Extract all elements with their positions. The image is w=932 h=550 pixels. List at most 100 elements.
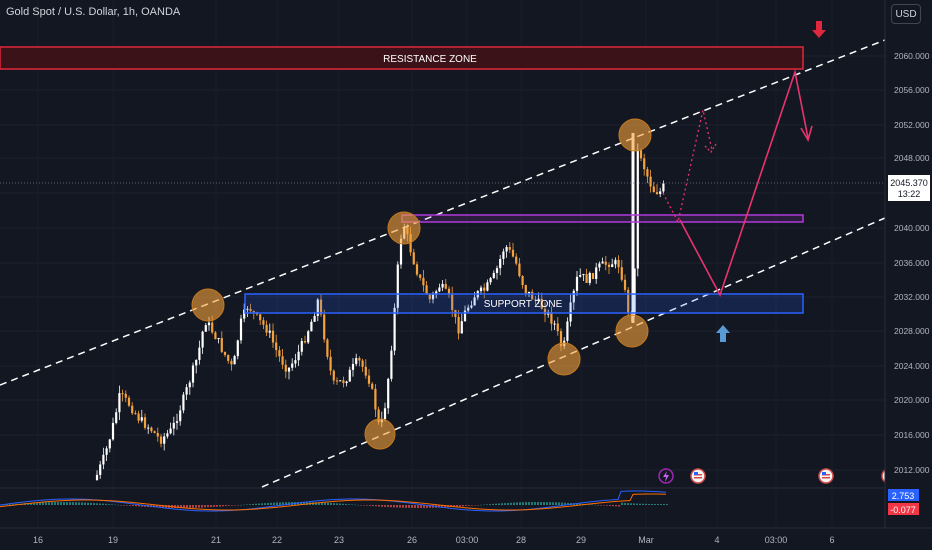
candle-body	[319, 299, 323, 315]
candle-body	[374, 388, 377, 410]
macd-histogram-bar	[576, 503, 578, 505]
macd-histogram-bar	[534, 502, 536, 505]
macd-histogram-bar	[36, 502, 38, 505]
lightning-event-icon[interactable]	[658, 468, 674, 484]
price-axis-label: 2040.000	[894, 223, 930, 233]
candle-body	[95, 474, 99, 480]
candle-body	[364, 366, 367, 376]
candle-body	[572, 290, 575, 303]
currency-button[interactable]: USD	[891, 4, 921, 24]
macd-histogram-bar	[468, 505, 470, 506]
macd-histogram-bar	[327, 502, 329, 505]
time-axis-label: 6	[829, 535, 834, 545]
candle-body	[428, 294, 431, 300]
macd-histogram-bar	[660, 503, 662, 505]
macd-histogram-bar	[528, 502, 530, 505]
macd-histogram-bar	[156, 505, 158, 508]
macd-histogram-bar	[333, 503, 335, 505]
macd-histogram-bar	[258, 503, 260, 505]
macd-histogram-bar	[648, 503, 650, 505]
candle-body	[521, 276, 524, 286]
candle-body	[111, 422, 115, 440]
macd-histogram-bar	[96, 503, 98, 505]
candle-body	[351, 363, 355, 370]
us-flag-event-icon[interactable]	[690, 468, 706, 484]
candle-body	[121, 393, 124, 395]
us-flag-event-icon[interactable]	[818, 468, 834, 484]
macd-histogram-bar	[615, 505, 617, 507]
candle-body	[345, 381, 348, 384]
candle-body	[233, 356, 236, 365]
macd-histogram-bar	[108, 504, 110, 505]
macd-histogram-bar	[78, 502, 80, 505]
candle-body	[611, 264, 614, 267]
candle-body	[387, 378, 390, 409]
price-axis[interactable]	[885, 0, 932, 528]
candle-body	[246, 308, 249, 310]
resistance-zone-label: RESISTANCE ZONE	[383, 54, 477, 65]
macd-histogram-bar	[624, 502, 626, 505]
price-axis-label: 2052.000	[894, 120, 930, 130]
time-axis-label: Mar	[638, 535, 654, 545]
candle-body	[268, 330, 271, 333]
macd-histogram-bar	[270, 502, 272, 505]
macd-histogram-bar	[420, 505, 422, 508]
candle-body	[553, 323, 556, 325]
macd-histogram-bar	[135, 505, 137, 507]
macd-histogram-bar	[75, 502, 77, 505]
candle-body	[172, 422, 175, 429]
price-axis-label: 2048.000	[894, 153, 930, 163]
candle-body	[377, 409, 380, 423]
candle-body	[470, 305, 473, 308]
candle-body	[252, 311, 255, 313]
time-axis-label: 26	[407, 535, 417, 545]
macd-histogram-bar	[132, 505, 134, 506]
macd-histogram-bar	[48, 502, 50, 505]
macd-histogram-bar	[402, 505, 404, 508]
time-axis[interactable]	[0, 528, 885, 550]
candle-body	[495, 268, 499, 273]
candle-body	[214, 332, 217, 340]
candle-body	[649, 176, 652, 187]
candle-body	[575, 276, 579, 291]
macd-histogram-bar	[81, 502, 83, 505]
macd-histogram-bar	[363, 505, 365, 506]
candle-body	[662, 183, 665, 192]
macd-histogram-bar	[282, 502, 284, 505]
symbol-title[interactable]: Gold Spot / U.S. Dollar, 1h, OANDA	[6, 6, 181, 18]
candle-body	[643, 158, 646, 170]
time-axis-label: 23	[334, 535, 344, 545]
candle-body	[447, 288, 451, 295]
candle-body	[371, 383, 374, 389]
macd-histogram-bar	[189, 505, 191, 508]
macd-histogram-bar	[255, 503, 257, 505]
signal-value: -0.077	[890, 505, 916, 515]
candle-body	[431, 293, 435, 300]
candle-body	[204, 325, 207, 332]
macd-histogram-bar	[315, 502, 317, 505]
macd-histogram-bar	[120, 505, 122, 506]
time-axis-label: 4	[714, 535, 719, 545]
candle-body	[591, 273, 595, 279]
macd-histogram-bar	[495, 503, 497, 505]
macd-histogram-bar	[603, 505, 605, 506]
macd-histogram-bar	[102, 503, 104, 505]
candle-body	[492, 272, 495, 279]
macd-histogram-bar	[225, 505, 227, 507]
candle-body	[185, 387, 188, 395]
macd-histogram-bar	[45, 502, 47, 505]
macd-histogram-bar	[300, 502, 302, 505]
macd-histogram-bar	[99, 503, 101, 505]
candle-body	[508, 247, 511, 250]
macd-histogram-bar	[360, 505, 362, 506]
macd-histogram-bar	[471, 505, 473, 506]
macd-histogram-bar	[633, 503, 635, 505]
macd-histogram-bar	[663, 503, 665, 505]
candle-body	[614, 259, 617, 265]
projection-dotted-path	[662, 109, 713, 224]
macd-histogram-bar	[369, 505, 371, 506]
macd-histogram-bar	[558, 502, 560, 505]
macd-histogram-bar	[537, 502, 539, 505]
macd-histogram-bar	[414, 505, 416, 508]
